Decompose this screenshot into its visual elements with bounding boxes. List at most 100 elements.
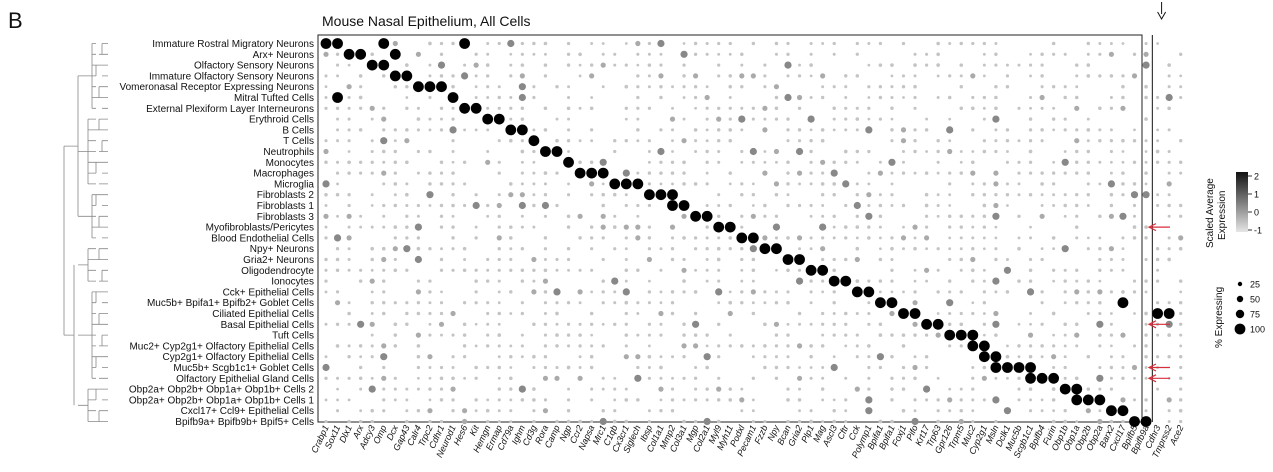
expression-dot <box>335 160 340 164</box>
expression-dot <box>844 85 848 89</box>
expression-dot <box>670 409 675 413</box>
expression-dot <box>624 138 629 143</box>
expression-dot <box>370 268 374 272</box>
expression-dot <box>520 63 525 67</box>
expression-dot <box>900 138 907 144</box>
expression-dot <box>657 39 665 48</box>
expression-dot <box>670 236 675 240</box>
expression-dot <box>982 117 986 121</box>
expression-dot <box>717 74 721 78</box>
expression-dot <box>1029 106 1033 110</box>
expression-dot <box>486 106 490 110</box>
expression-dot <box>417 376 420 380</box>
expression-dot <box>451 236 455 240</box>
expression-dot <box>1098 257 1102 262</box>
expression-dot <box>830 169 838 177</box>
expression-dot <box>1121 182 1125 186</box>
expression-dot <box>509 387 513 391</box>
expression-dot <box>555 333 559 337</box>
expression-dot <box>440 333 443 337</box>
expression-dot <box>948 117 952 121</box>
expression-dot <box>462 408 468 414</box>
expression-dot <box>878 365 883 370</box>
expression-dot <box>820 311 825 316</box>
expression-dot <box>393 139 397 143</box>
expression-dot <box>990 351 1002 363</box>
expression-dot <box>1166 397 1172 403</box>
expression-dot <box>1006 150 1009 153</box>
expression-dot <box>428 247 432 251</box>
expression-dot <box>1179 365 1183 370</box>
expression-dot <box>878 63 883 67</box>
expression-dot <box>809 74 813 78</box>
expression-dot <box>567 182 570 186</box>
expression-dot <box>636 171 640 175</box>
expression-dot <box>486 311 490 316</box>
expression-dot <box>566 63 571 67</box>
expression-dot <box>577 213 583 219</box>
expression-dot <box>747 232 759 244</box>
expression-dot <box>844 398 848 402</box>
expression-dot <box>624 106 628 110</box>
row-label: Blood Endothelial Cells <box>211 233 314 244</box>
expression-dot <box>1074 225 1079 229</box>
expression-dot <box>992 320 1000 328</box>
expression-dot <box>519 73 525 79</box>
expression-dot <box>347 225 351 229</box>
row-label: Ciliated Epithelial Cells <box>212 309 314 320</box>
expression-dot <box>946 299 954 307</box>
expression-dot <box>705 128 709 132</box>
expression-dot <box>1098 387 1102 391</box>
expression-dot <box>1109 171 1113 175</box>
expression-dot <box>335 52 340 56</box>
expression-dot <box>763 290 767 294</box>
expression-dot <box>368 385 376 393</box>
expression-dot <box>671 139 674 143</box>
expression-dot <box>936 171 940 175</box>
expression-dot <box>424 81 436 93</box>
expression-dot <box>1061 245 1069 253</box>
expression-dot <box>451 247 455 251</box>
expression-dot <box>948 236 952 240</box>
expression-dot <box>601 257 605 262</box>
expression-dot <box>667 200 678 211</box>
expression-dot <box>913 236 917 240</box>
expression-dot <box>497 160 501 164</box>
expression-dot <box>795 277 804 285</box>
expression-dot <box>1108 51 1114 57</box>
expression-dot <box>567 117 570 121</box>
expression-dot <box>844 344 848 348</box>
expression-dot <box>647 301 651 305</box>
expression-dot <box>994 42 998 45</box>
expression-dot <box>809 354 813 359</box>
expression-dot <box>589 181 595 187</box>
expression-dot <box>971 95 975 100</box>
expression-dot <box>694 268 698 272</box>
expression-dot <box>543 268 548 273</box>
expression-dot <box>786 365 790 370</box>
expression-dot <box>623 354 629 360</box>
expression-dot <box>370 160 374 164</box>
expression-dot <box>925 398 929 402</box>
expression-dot <box>694 106 697 110</box>
expression-dot <box>1051 236 1056 240</box>
expression-dot <box>439 311 444 316</box>
expression-dot <box>555 257 559 262</box>
expression-dot <box>509 290 513 294</box>
expression-dot <box>1121 419 1125 424</box>
expression-dot <box>925 247 928 251</box>
expression-dot <box>832 408 836 413</box>
expression-dot <box>334 300 341 306</box>
expression-dot <box>1075 214 1079 218</box>
expression-dot <box>798 182 801 186</box>
expression-dot <box>636 63 640 67</box>
expression-dot <box>851 286 863 298</box>
expression-dot <box>762 105 768 111</box>
expression-dot <box>405 387 409 391</box>
expression-dot <box>1086 182 1090 186</box>
expression-dot <box>359 355 363 359</box>
expression-dot <box>624 419 629 424</box>
expression-dot <box>578 106 582 110</box>
expression-dot <box>982 203 987 208</box>
expression-dot <box>913 290 917 294</box>
